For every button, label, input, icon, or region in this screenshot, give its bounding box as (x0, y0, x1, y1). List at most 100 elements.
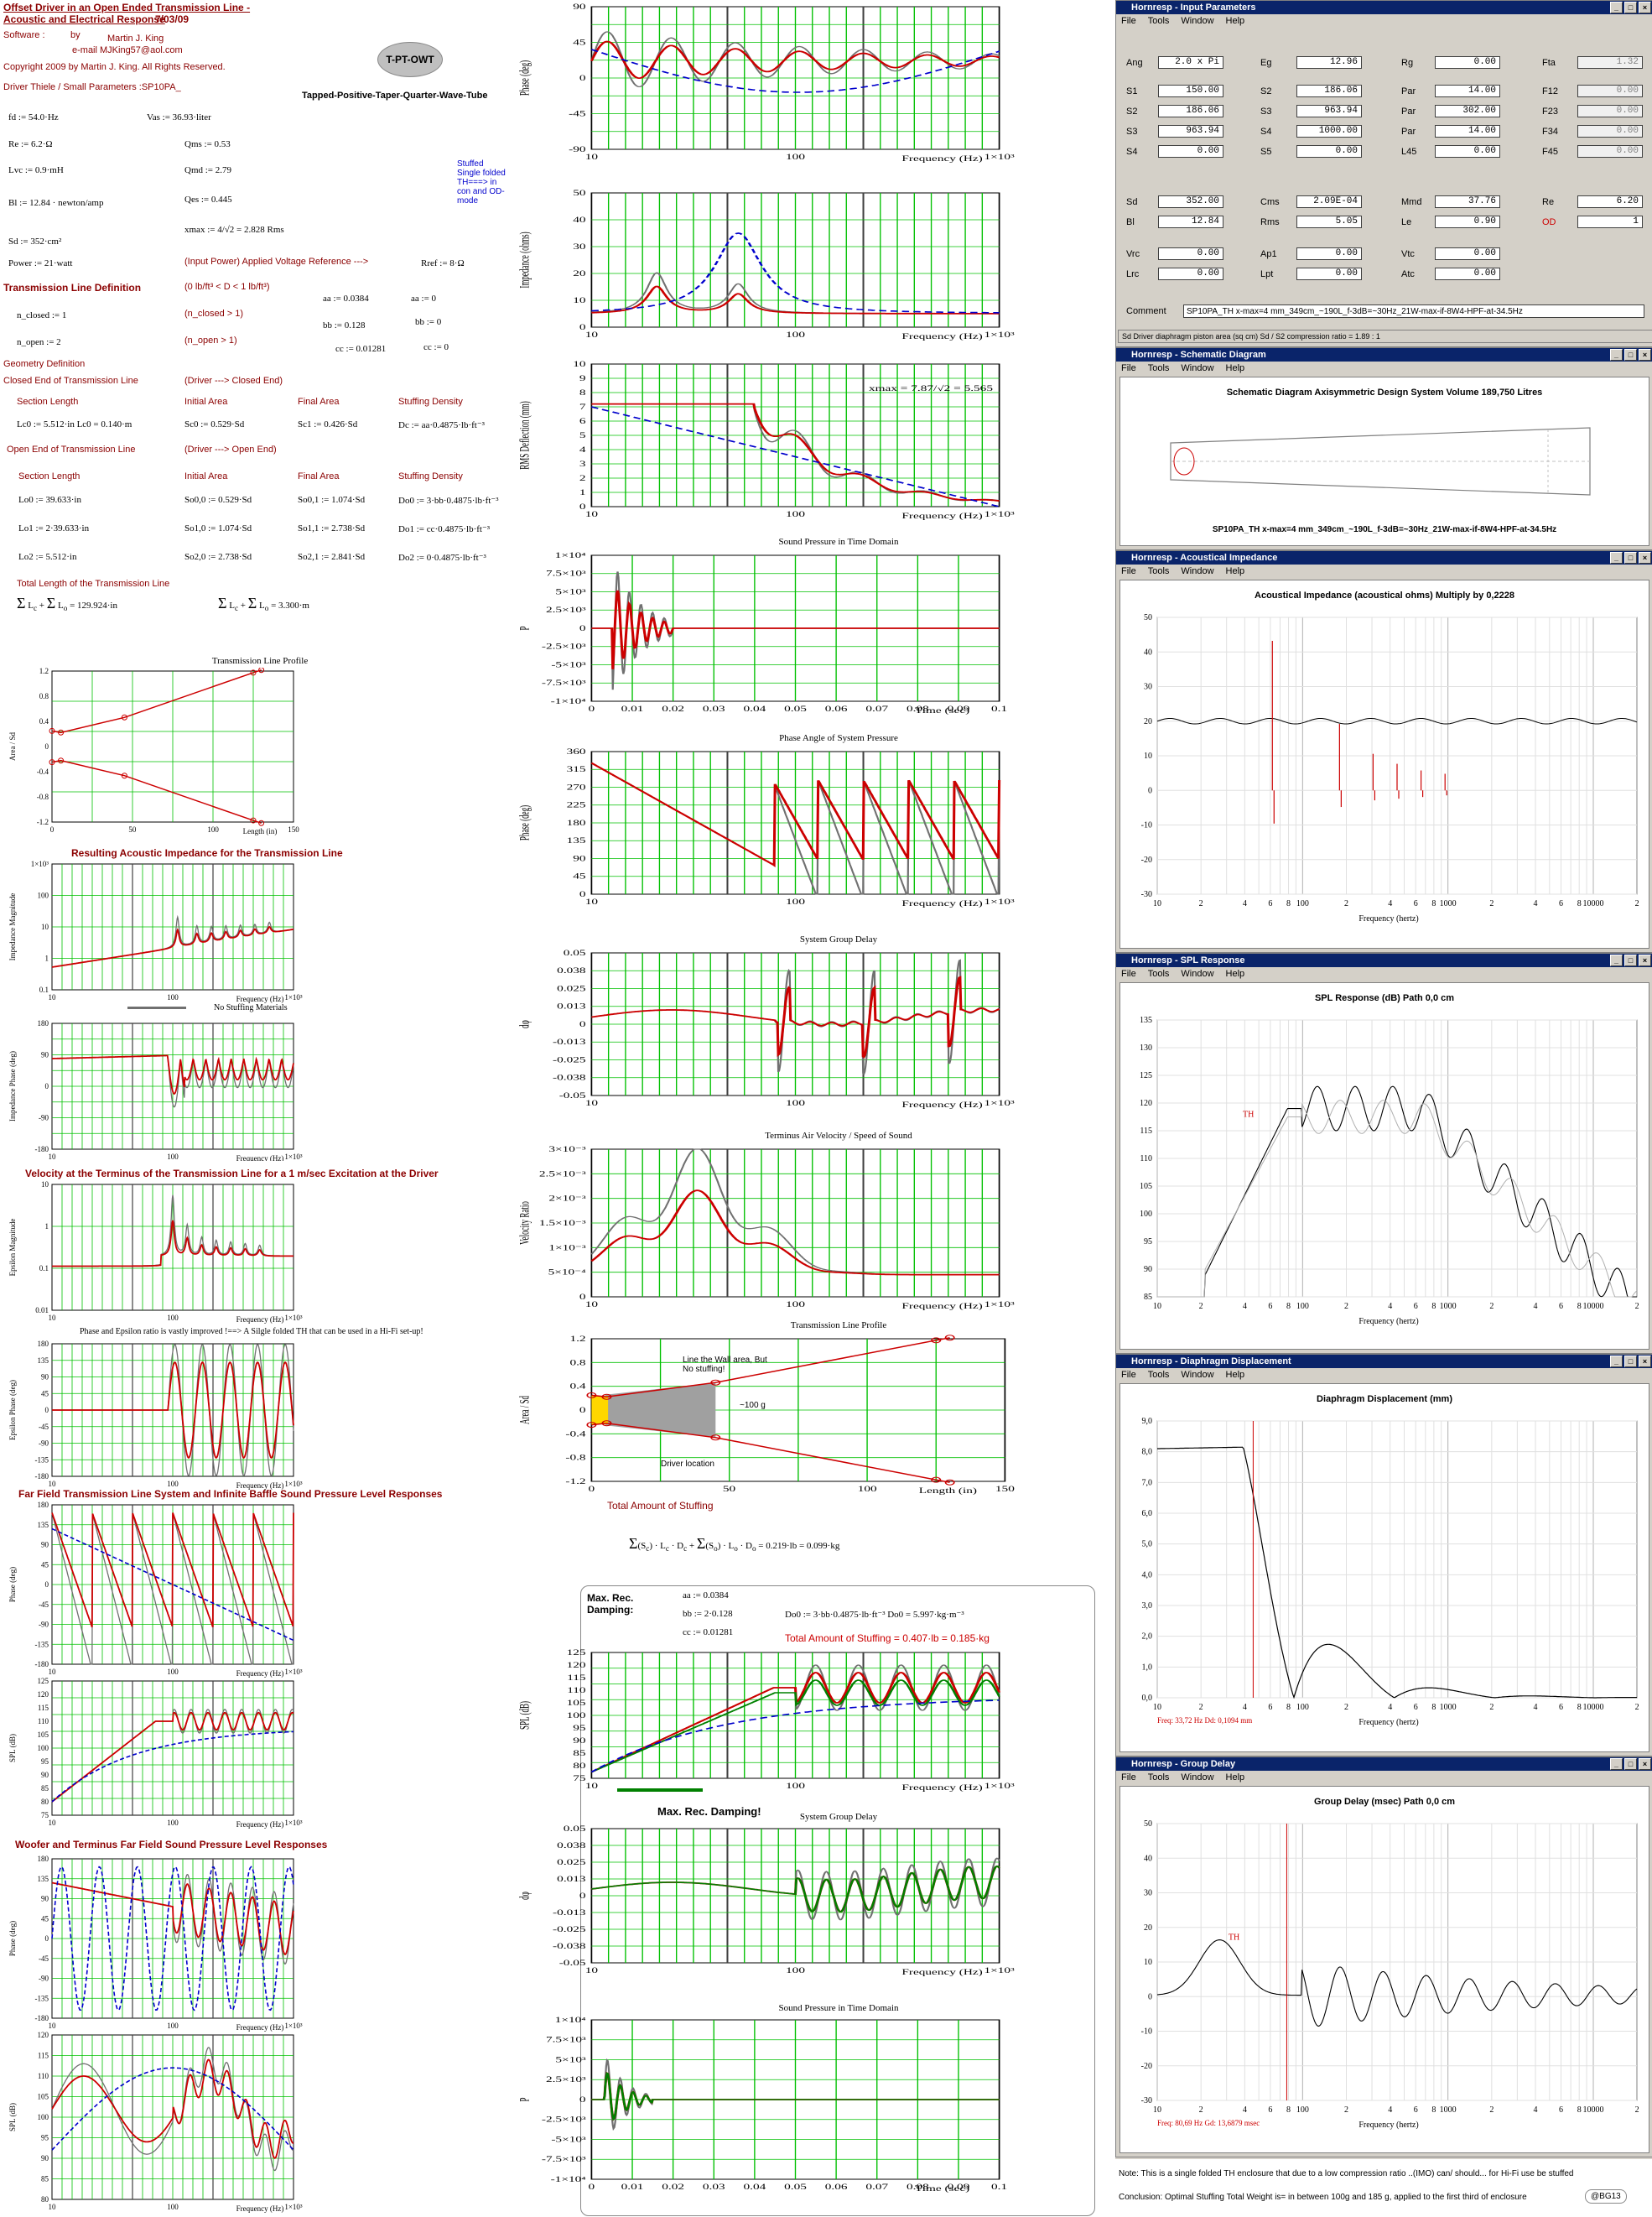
y-tick-label: 10 (41, 1180, 49, 1189)
minimize-icon[interactable]: _ (1610, 349, 1623, 361)
input-window-titlebar[interactable]: Hornresp - Input Parameters _ □ × (1116, 1, 1652, 14)
damping-cc: cc := 0.01281 (683, 1627, 734, 1637)
menu-window[interactable]: Window (1181, 1370, 1214, 1380)
disp-titlebar[interactable]: Hornresp - Diaphragm Displacement _ □ × (1116, 1355, 1652, 1368)
maximize-icon[interactable]: □ (1624, 552, 1637, 564)
menu-file[interactable]: File (1121, 1370, 1136, 1380)
x-tick-label: 100 (786, 1300, 805, 1309)
minimize-icon[interactable]: _ (1610, 552, 1623, 564)
maximize-icon[interactable]: □ (1624, 2, 1637, 13)
input-field-vtc[interactable]: 0.00 (1435, 247, 1500, 260)
input-field-s4[interactable]: 0.00 (1158, 145, 1223, 158)
x-tick-label: 1×10³ (984, 898, 1015, 906)
menu-window[interactable]: Window (1181, 16, 1214, 26)
input-field-f34[interactable]: 0.00 (1577, 125, 1643, 138)
menu-file[interactable]: File (1121, 1772, 1136, 1782)
menu-tools[interactable]: Tools (1147, 1772, 1170, 1782)
input-field-lrc[interactable]: 0.00 (1158, 268, 1223, 280)
input-field-sd[interactable]: 352.00 (1158, 195, 1223, 208)
maximize-icon[interactable]: □ (1624, 955, 1637, 966)
input-field-f12[interactable]: 0.00 (1577, 85, 1643, 97)
input-field-s2[interactable]: 186.06 (1296, 85, 1362, 97)
menu-help[interactable]: Help (1225, 1370, 1245, 1380)
minimize-icon[interactable]: _ (1610, 1758, 1623, 1770)
input-field-rg[interactable]: 0.00 (1435, 56, 1500, 69)
damping-aa: aa := 0.0384 (683, 1590, 729, 1600)
y-tick-label: 125 (38, 1677, 49, 1685)
menu-file[interactable]: File (1121, 969, 1136, 979)
input-field-vrc[interactable]: 0.00 (1158, 247, 1223, 260)
close-icon[interactable]: × (1639, 1758, 1651, 1770)
gd-titlebar[interactable]: Hornresp - Group Delay _ □ × (1116, 1757, 1652, 1771)
input-field-par[interactable]: 14.00 (1435, 85, 1500, 97)
menu-tools[interactable]: Tools (1147, 566, 1170, 576)
input-field-bl[interactable]: 12.84 (1158, 216, 1223, 228)
menu-help[interactable]: Help (1225, 16, 1245, 26)
menu-tools[interactable]: Tools (1147, 363, 1170, 373)
y-tick-label: 110 (38, 1717, 49, 1725)
input-field-f23[interactable]: 0.00 (1577, 105, 1643, 117)
menu-help[interactable]: Help (1225, 1772, 1245, 1782)
series-stuffed (51, 1512, 294, 1628)
maximize-icon[interactable]: □ (1624, 349, 1637, 361)
input-field-eg[interactable]: 12.96 (1296, 56, 1362, 69)
menu-file[interactable]: File (1121, 363, 1136, 373)
spl-titlebar[interactable]: Hornresp - SPL Response _ □ × (1116, 954, 1652, 967)
input-field-s3[interactable]: 963.94 (1158, 125, 1223, 138)
y-tick-label: 0.025 (557, 1858, 585, 1866)
input-field-le[interactable]: 0.90 (1435, 216, 1500, 228)
menu-window[interactable]: Window (1181, 566, 1214, 576)
menu-window[interactable]: Window (1181, 969, 1214, 979)
menu-tools[interactable]: Tools (1147, 16, 1170, 26)
input-field-lpt[interactable]: 0.00 (1296, 268, 1362, 280)
y-axis-label: SPL (dB) (8, 2103, 17, 2131)
menu-help[interactable]: Help (1225, 969, 1245, 979)
maximize-icon[interactable]: □ (1624, 1356, 1637, 1367)
input-field-od[interactable]: 1 (1577, 216, 1643, 228)
menu-window[interactable]: Window (1181, 1772, 1214, 1782)
menu-window[interactable]: Window (1181, 363, 1214, 373)
input-field-re[interactable]: 6.20 (1577, 195, 1643, 208)
input-field-ang[interactable]: 2.0 x Pi (1158, 56, 1223, 69)
close-icon[interactable]: × (1639, 1356, 1651, 1367)
input-field-fta[interactable]: 1.32 (1577, 56, 1643, 69)
input-field-atc[interactable]: 0.00 (1435, 268, 1500, 280)
hr-y-tick: 125 (1140, 1071, 1152, 1080)
input-field-par[interactable]: 14.00 (1435, 125, 1500, 138)
minimize-icon[interactable]: _ (1610, 955, 1623, 966)
input-field-cms[interactable]: 2.09E-04 (1296, 195, 1362, 208)
input-field-s5[interactable]: 0.00 (1296, 145, 1362, 158)
y-tick-label: 75 (41, 1811, 49, 1819)
y-tick-label: 90 (41, 2154, 49, 2162)
menu-file[interactable]: File (1121, 566, 1136, 576)
input-field-l45[interactable]: 0.00 (1435, 145, 1500, 158)
maximize-icon[interactable]: □ (1624, 1758, 1637, 1770)
menu-tools[interactable]: Tools (1147, 1370, 1170, 1380)
input-field-par[interactable]: 302.00 (1435, 105, 1500, 117)
input-field-ap1[interactable]: 0.00 (1296, 247, 1362, 260)
menu-help[interactable]: Help (1225, 363, 1245, 373)
comment-field[interactable]: SP10PA_TH x-max=4 mm_349cm_~190L_f-3dB=~… (1183, 304, 1644, 318)
acoustic-titlebar[interactable]: Hornresp - Acoustical Impedance _ □ × (1116, 551, 1652, 565)
input-field-s4[interactable]: 1000.00 (1296, 125, 1362, 138)
input-field-mmd[interactable]: 37.76 (1435, 195, 1500, 208)
minimize-icon[interactable]: _ (1610, 1356, 1623, 1367)
input-field-rms[interactable]: 5.05 (1296, 216, 1362, 228)
hr-y-tick: 85 (1144, 1293, 1152, 1302)
series-max-damping (591, 1866, 1000, 1913)
menu-file[interactable]: File (1121, 16, 1136, 26)
close-icon[interactable]: × (1639, 349, 1651, 361)
input-field-f45[interactable]: 0.00 (1577, 145, 1643, 158)
input-label-re: Re (1542, 197, 1555, 207)
minimize-icon[interactable]: _ (1610, 2, 1623, 13)
input-field-s3[interactable]: 963.94 (1296, 105, 1362, 117)
close-icon[interactable]: × (1639, 2, 1651, 13)
close-icon[interactable]: × (1639, 552, 1651, 564)
input-field-s1[interactable]: 150.00 (1158, 85, 1223, 97)
schematic-titlebar[interactable]: Hornresp - Schematic Diagram _ □ × (1116, 348, 1652, 362)
menu-help[interactable]: Help (1225, 566, 1245, 576)
input-field-s2[interactable]: 186.06 (1158, 105, 1223, 117)
close-icon[interactable]: × (1639, 955, 1651, 966)
menu-tools[interactable]: Tools (1147, 969, 1170, 979)
